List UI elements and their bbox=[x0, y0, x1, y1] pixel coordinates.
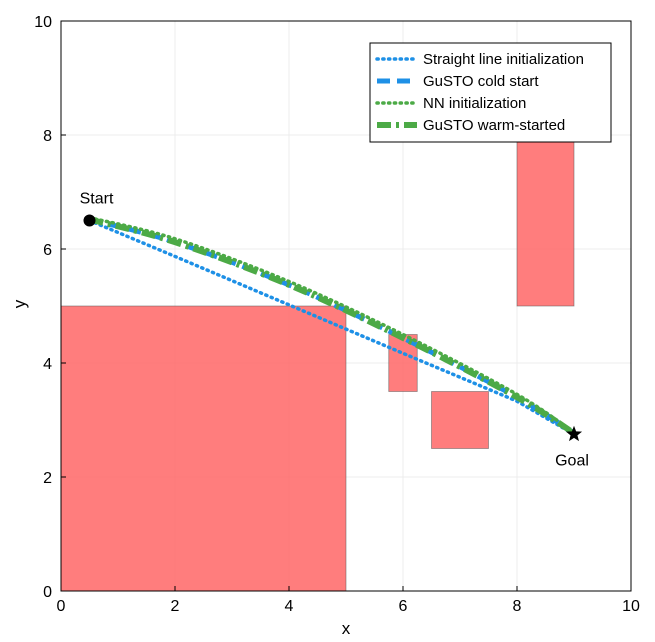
x-axis-label: x bbox=[342, 619, 351, 638]
y-tick-label: 4 bbox=[43, 356, 52, 373]
obstacle-rect bbox=[516, 134, 575, 307]
x-tick-label: 8 bbox=[513, 598, 522, 615]
goal-label: Goal bbox=[555, 452, 589, 469]
legend-label-1: Straight line initialization bbox=[423, 51, 584, 68]
obstacle-rect bbox=[60, 305, 347, 592]
start-label: Start bbox=[80, 191, 114, 208]
y-tick-label: 0 bbox=[43, 584, 52, 601]
markers: Start Goal bbox=[80, 191, 589, 470]
y-tick-label: 8 bbox=[43, 128, 52, 145]
y-ticks: 0 2 4 6 8 10 bbox=[34, 14, 66, 601]
y-axis-label: y bbox=[10, 299, 29, 308]
series bbox=[87, 215, 576, 436]
obstacles bbox=[60, 134, 575, 592]
y-tick-label: 10 bbox=[34, 14, 52, 31]
series-line-4 bbox=[88, 216, 576, 436]
x-tick-label: 4 bbox=[285, 598, 294, 615]
goal-marker bbox=[565, 425, 583, 442]
series-line-3 bbox=[87, 215, 576, 435]
x-tick-label: 2 bbox=[171, 598, 180, 615]
plot-frame bbox=[60, 20, 632, 592]
series-line-1 bbox=[87, 218, 576, 436]
x-tick-label: 10 bbox=[622, 598, 640, 615]
x-tick-label: 0 bbox=[57, 598, 66, 615]
legend-label-2: GuSTO cold start bbox=[423, 73, 539, 90]
x-tick-label: 6 bbox=[399, 598, 408, 615]
x-ticks: 0 2 4 6 8 10 bbox=[57, 586, 640, 615]
legend-label-3: NN initialization bbox=[423, 95, 526, 112]
legend: Straight line initialization GuSTO cold s… bbox=[369, 42, 612, 143]
y-tick-label: 6 bbox=[43, 242, 52, 259]
y-tick-label: 2 bbox=[43, 470, 52, 487]
start-marker bbox=[83, 214, 96, 227]
legend-label-4: GuSTO warm-started bbox=[423, 117, 565, 134]
obstacle-rect bbox=[431, 391, 489, 449]
